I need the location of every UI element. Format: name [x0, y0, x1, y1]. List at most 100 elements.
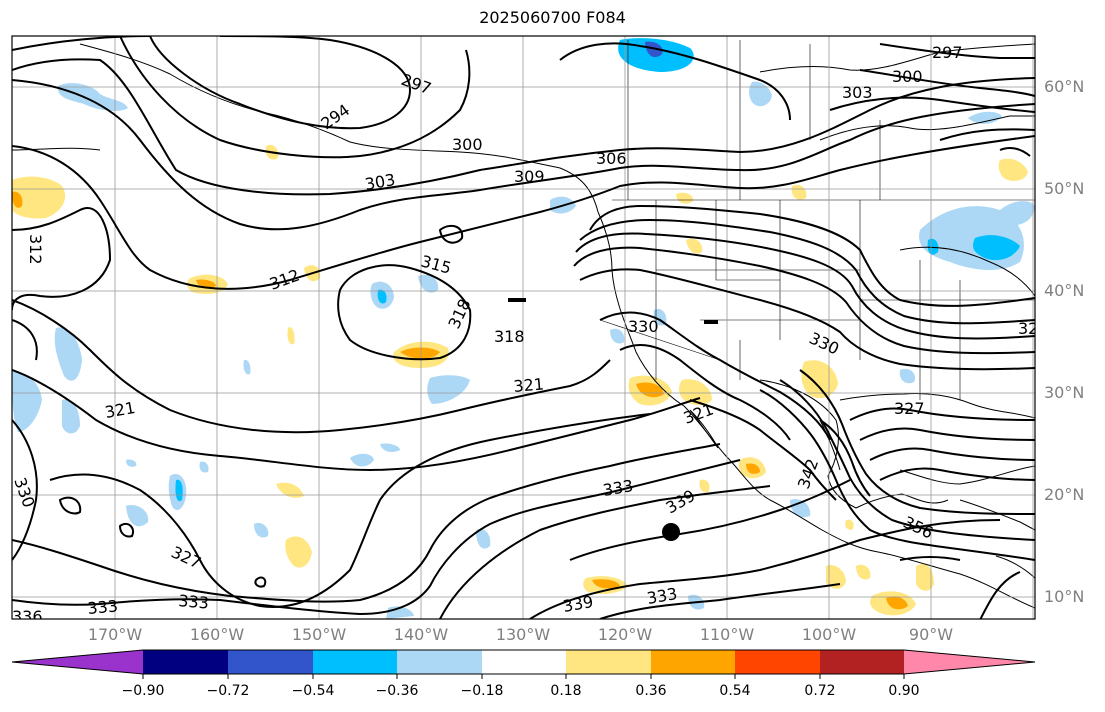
lon-label-170w: 170°W [87, 625, 143, 644]
shade-lightblue [54, 327, 82, 381]
shade-yellow [916, 564, 934, 591]
colorbar [11, 649, 1036, 679]
lon-label-100w: 100°W [801, 625, 857, 644]
shade-lightblue [998, 201, 1035, 226]
lon-label-90w: 90°W [908, 625, 954, 644]
shade-lightblue [476, 528, 491, 549]
colorbar-segment [820, 650, 904, 674]
colorbar-tick-label: −0.18 [460, 683, 504, 699]
contour-label: 330 [10, 475, 38, 510]
shade-lightblue [126, 459, 137, 467]
lat-label-20n: 20°N [1044, 485, 1085, 504]
shade-yellow [791, 184, 807, 200]
contour-label: 324 [1018, 319, 1049, 338]
shade-lightblue [968, 111, 1002, 124]
shade-lightblue [254, 522, 269, 538]
shade-yellow [276, 482, 304, 498]
shade-orange [196, 279, 216, 288]
shade-lightblue [57, 83, 129, 111]
lon-label-160w: 160°W [189, 625, 245, 644]
contour-label: 339 [561, 592, 594, 616]
gridlines [12, 36, 1035, 619]
colorbar-min-extend [12, 650, 143, 674]
contour-label: 312 [26, 234, 45, 265]
shade-lightblue [418, 274, 439, 293]
shade-orange [400, 347, 440, 359]
contour-label: 318 [494, 327, 525, 346]
shade-yellow [287, 327, 295, 345]
shade-yellow [676, 192, 693, 204]
shade-blue [175, 479, 183, 502]
shade-orange [746, 463, 760, 474]
lon-label-120w: 120°W [597, 625, 653, 644]
contour-label: 327 [168, 542, 204, 572]
shade-yellow [845, 519, 854, 530]
colorbar-segment [228, 650, 313, 674]
shade-lightblue [427, 375, 470, 404]
lat-label-30n: 30°N [1044, 383, 1085, 402]
map-plot-area: 297 300 303 294 297 300 306 309 303 312 … [10, 36, 1049, 626]
contour-label: 342 [794, 456, 822, 491]
lat-label-50n: 50°N [1044, 179, 1085, 198]
contour-label: 333 [178, 591, 210, 613]
contour-label: 297 [399, 70, 434, 98]
contour-label: 321 [103, 398, 136, 422]
contour-label: 309 [514, 167, 545, 186]
shade-orange [636, 382, 664, 398]
shade-lightblue [199, 461, 209, 473]
contour-label: 333 [87, 596, 119, 618]
shade-yellow [679, 379, 712, 406]
shade-lightblue [899, 368, 916, 384]
colorbar-tick-label: −0.90 [121, 683, 165, 699]
shade-blue [927, 238, 939, 255]
colorbar-segment [482, 650, 566, 674]
shade-orange [886, 596, 908, 610]
colorbar-segment [397, 650, 482, 674]
colorbar-tick-label: −0.72 [206, 683, 250, 699]
shade-yellow [686, 238, 703, 254]
shade-lightblue [749, 81, 772, 107]
shade-yellow [12, 176, 66, 219]
contour-label: 303 [842, 83, 873, 102]
contour-label: 315 [419, 252, 453, 278]
colorbar-segment [566, 650, 651, 674]
shade-yellow [856, 564, 871, 580]
shade-lightblue [62, 399, 80, 434]
shade-lightblue [12, 371, 42, 432]
lat-label-40n: 40°N [1044, 281, 1085, 300]
map-title: 2025060700 F084 [479, 8, 626, 27]
colorbar-segment [651, 650, 735, 674]
colorbar-tick-label: 0.36 [635, 683, 667, 699]
contour-label: 300 [452, 135, 483, 154]
contour-label: 336 [12, 607, 43, 626]
colorbar-tick-label: 0.18 [550, 683, 582, 699]
coastlines [12, 43, 1035, 609]
lon-label-110w: 110°W [699, 625, 755, 644]
contour-label: 339 [663, 486, 699, 518]
contour-label: 321 [513, 374, 545, 396]
lon-label-140w: 140°W [393, 625, 449, 644]
colorbar-segment [143, 650, 228, 674]
shade-yellow [826, 564, 846, 589]
contour-label: 297 [932, 43, 963, 62]
colorbar-tick-label: −0.54 [291, 683, 335, 699]
contour-label: 300 [892, 67, 923, 86]
lon-label-150w: 150°W [291, 625, 347, 644]
shade-lightblue [350, 453, 374, 467]
shade-lightblue [610, 328, 625, 344]
contours [12, 36, 1035, 619]
contour-label: 327 [894, 399, 925, 418]
colorbar-max-extend [904, 650, 1035, 674]
contour-label: 333 [601, 476, 634, 500]
shade-orange [592, 579, 620, 589]
colorbar-segment [313, 650, 397, 674]
shaded-anomalies [12, 38, 1035, 619]
colorbar-tick-label: 0.54 [719, 683, 751, 699]
colorbar-segment [735, 650, 820, 674]
colorbar-tick-label: 0.90 [888, 683, 920, 699]
contour-label: 321 [681, 399, 716, 427]
colorbar-tick-label: 0.72 [804, 683, 836, 699]
plot-frame [11, 35, 1036, 620]
contour-label: 312 [267, 265, 302, 293]
